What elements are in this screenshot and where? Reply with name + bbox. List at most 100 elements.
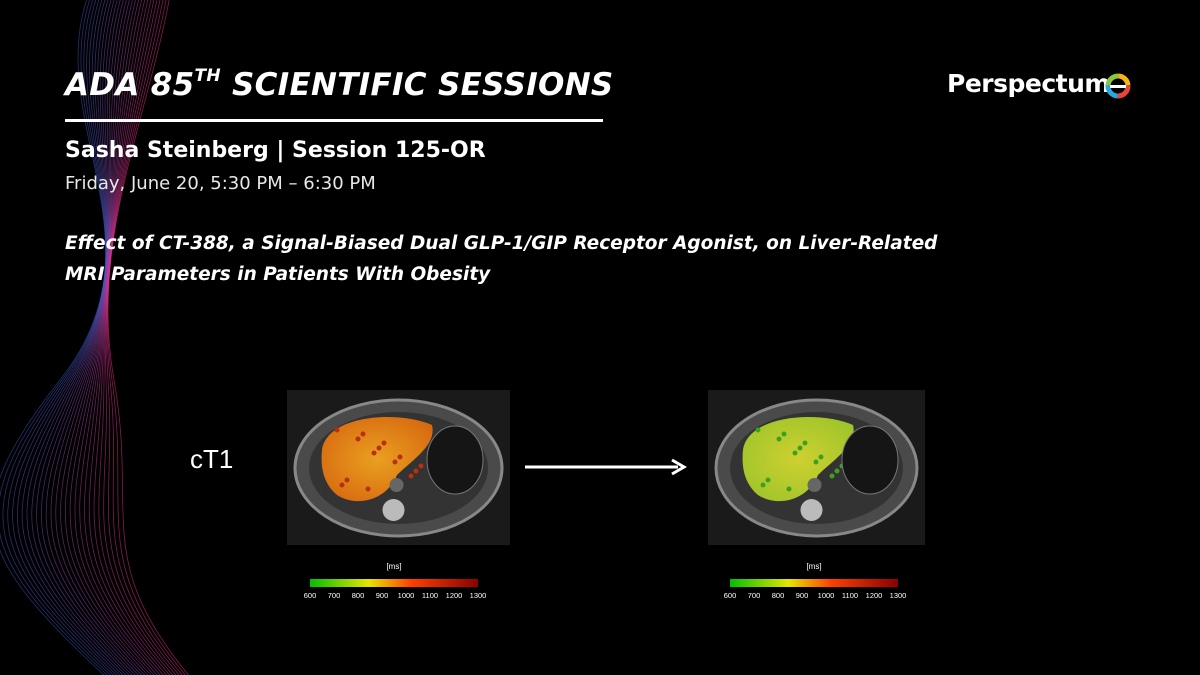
colorbar-tick-label: 900 [376, 591, 389, 600]
colorbar-unit: [ms] [806, 562, 821, 571]
logo-bar [1110, 85, 1126, 88]
liver-vessel [755, 427, 761, 433]
session-time: Friday, June 20, 5:30 PM – 6:30 PM [65, 173, 376, 194]
abstract-title-line: Effect of CT-388, a Signal-Biased Dual G… [65, 233, 938, 254]
liver-vessel [365, 486, 371, 492]
wave-line [21, 0, 124, 675]
liver-vessel [344, 477, 350, 483]
liver-vessel [765, 477, 771, 483]
liver-vessel [813, 459, 819, 465]
spine [800, 499, 823, 521]
liver-vessel [339, 482, 345, 488]
liver-vessel [376, 445, 382, 451]
title-rest: SCIENTIFIC SESSIONS [231, 67, 614, 103]
wave-line [64, 0, 152, 675]
colorbar-tick-label: 1100 [842, 591, 858, 600]
colorbar-tick-label: 1100 [422, 591, 438, 600]
liver-vessel [786, 486, 792, 492]
liver-vessel [334, 427, 340, 433]
colorbar-tick-label: 600 [724, 591, 737, 600]
wave-line [7, 0, 114, 675]
wave-line [12, 0, 118, 675]
wave-line [84, 0, 164, 675]
aorta [807, 478, 822, 492]
wave-line [74, 0, 158, 675]
liver-vessel [818, 454, 824, 460]
wave-line [79, 0, 161, 675]
liver-vessel [381, 440, 387, 446]
liver-vessel [360, 431, 366, 437]
colorbar-tick-label: 900 [796, 591, 809, 600]
figure-label: cT1 [190, 444, 233, 474]
wave-line [103, 0, 177, 675]
mri-image [287, 390, 510, 545]
wave-line [55, 0, 146, 675]
liver-vessel [792, 450, 798, 456]
liver-vessel [797, 445, 803, 451]
aorta [389, 478, 404, 492]
colorbar [310, 579, 478, 587]
colorbar-tick-label: 700 [748, 591, 761, 600]
logo-text: Perspectum [947, 69, 1110, 98]
colorbar-unit: [ms] [386, 562, 401, 571]
abstract-title-line: MRI Parameters in Patients With Obesity [65, 264, 491, 285]
colorbar-tick-label: 1000 [398, 591, 415, 600]
liver-vessel [760, 482, 766, 488]
title-superscript: TH [194, 66, 221, 86]
colorbar-tick-label: 800 [772, 591, 785, 600]
wave-line [26, 0, 127, 675]
speaker: Sasha Steinberg | Session 125-OR [65, 138, 486, 163]
title: ADA 85TH SCIENTIFIC SESSIONS [65, 66, 614, 103]
liver-vessel [829, 473, 835, 479]
figure: cT1 [ms] 600 700 800 900 1000 1100 1200 1300 [ms]… [190, 390, 925, 600]
logo-ring [1105, 73, 1131, 99]
liver-vessel [834, 468, 840, 474]
wave-line [31, 0, 130, 675]
colorbar-tick-label: 600 [304, 591, 317, 600]
title-rule [65, 119, 603, 122]
liver-vessel [397, 454, 403, 460]
stomach [426, 425, 484, 495]
colorbar-tick-label: 1200 [866, 591, 883, 600]
logo-ring [1105, 73, 1131, 99]
wave-line [0, 0, 108, 675]
wave-line [50, 0, 143, 675]
liver-vessel [802, 440, 808, 446]
wave-line [40, 0, 136, 675]
wave-line [106, 0, 183, 675]
title-text: ADA 85 [65, 67, 195, 103]
wave-line [69, 0, 155, 675]
wave-line [107, 0, 189, 675]
liver-vessel [392, 459, 398, 465]
liver-vessel [355, 436, 361, 442]
wave-line [16, 0, 121, 675]
liver-vessel [781, 431, 787, 437]
wave-line [88, 0, 168, 675]
logo: Perspectum [947, 69, 1110, 98]
colorbar-tick-label: 700 [328, 591, 341, 600]
wave-line [60, 0, 149, 675]
colorbar-tick-label: 1300 [470, 591, 487, 600]
wave-line [93, 0, 171, 675]
arrow-head [671, 458, 687, 476]
mri-image [708, 390, 925, 545]
liver-vessel [408, 473, 414, 479]
liver-vessel [418, 463, 424, 469]
wave-line [105, 0, 180, 675]
liver-vessel [371, 450, 377, 456]
logo-ring [1105, 73, 1131, 99]
wave-line [107, 0, 186, 675]
logo-icon [1105, 73, 1131, 99]
liver-vessel [413, 468, 419, 474]
wave-line [2, 0, 111, 675]
spine [382, 499, 405, 521]
colorbar-tick-label: 800 [352, 591, 365, 600]
wave-line [45, 0, 139, 675]
colorbar-tick-label: 1200 [446, 591, 463, 600]
colorbar-tick-label: 1000 [818, 591, 835, 600]
colorbar-tick-label: 1300 [890, 591, 907, 600]
stomach [841, 425, 899, 495]
colorbar [730, 579, 898, 587]
